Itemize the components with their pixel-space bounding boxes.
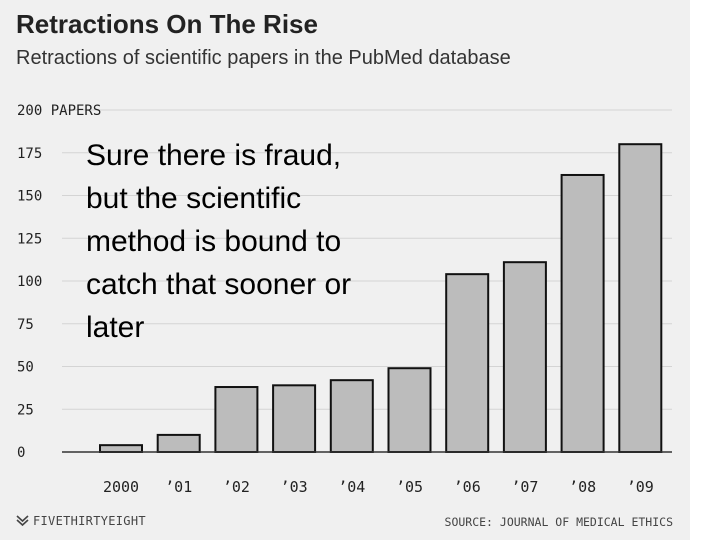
bar xyxy=(560,173,605,453)
caption-line: method is bound to xyxy=(86,225,342,258)
caption-line: but the scientific xyxy=(86,182,302,215)
bar xyxy=(387,367,432,453)
bar xyxy=(214,386,259,453)
x-tick-label: 2000 xyxy=(103,478,139,496)
chart-title: Retractions On The Rise xyxy=(16,9,318,39)
x-tick-label: ’07 xyxy=(511,478,538,496)
bar xyxy=(99,444,143,454)
x-tick-label: ’01 xyxy=(165,478,192,496)
x-tick-label: ’08 xyxy=(569,478,596,496)
y-tick-label: 0 xyxy=(17,445,25,461)
bar xyxy=(618,143,663,453)
chart-card: Retractions On The Rise Retractions of s… xyxy=(0,0,690,540)
y-tick-label: 175 xyxy=(17,146,42,162)
caption-line: Sure there is fraud, xyxy=(86,139,342,172)
x-tick-label: ’03 xyxy=(281,478,308,496)
bar xyxy=(445,273,490,453)
fivethirtyeight-logo-icon xyxy=(16,515,29,527)
bar xyxy=(156,433,201,453)
x-tick-label: ’02 xyxy=(223,478,250,496)
y-tick-label: 75 xyxy=(17,317,34,333)
x-tick-label: ’04 xyxy=(338,478,365,496)
y-tick-label: 200 PAPERS xyxy=(17,103,101,119)
brand: FIVETHIRTYEIGHT xyxy=(16,514,146,528)
caption-line: later xyxy=(86,311,145,344)
bar-chart: 0 25 50 75 100 125 150 175 200 PAPERS 2000 ’01 ’02 ’… xyxy=(17,103,672,496)
bar xyxy=(329,379,374,453)
x-tick-label: ’05 xyxy=(396,478,423,496)
chart-subtitle: Retractions of scientific papers in the … xyxy=(16,47,511,69)
caption-line: catch that sooner or xyxy=(86,268,352,301)
brand-name: FIVETHIRTYEIGHT xyxy=(33,514,146,528)
bar xyxy=(502,261,547,453)
x-tick-label: ’09 xyxy=(627,478,654,496)
x-tick-label: ’06 xyxy=(454,478,481,496)
source-note: SOURCE: JOURNAL OF MEDICAL ETHICS xyxy=(444,515,673,529)
y-tick-label: 50 xyxy=(17,360,34,376)
y-tick-label: 25 xyxy=(17,402,34,418)
y-tick-label: 125 xyxy=(17,231,42,247)
bar xyxy=(272,384,317,453)
overlay-caption: Sure there is fraud, but the scientific … xyxy=(86,134,416,349)
y-tick-label: 150 xyxy=(17,189,42,205)
y-tick-label: 100 xyxy=(17,274,42,290)
